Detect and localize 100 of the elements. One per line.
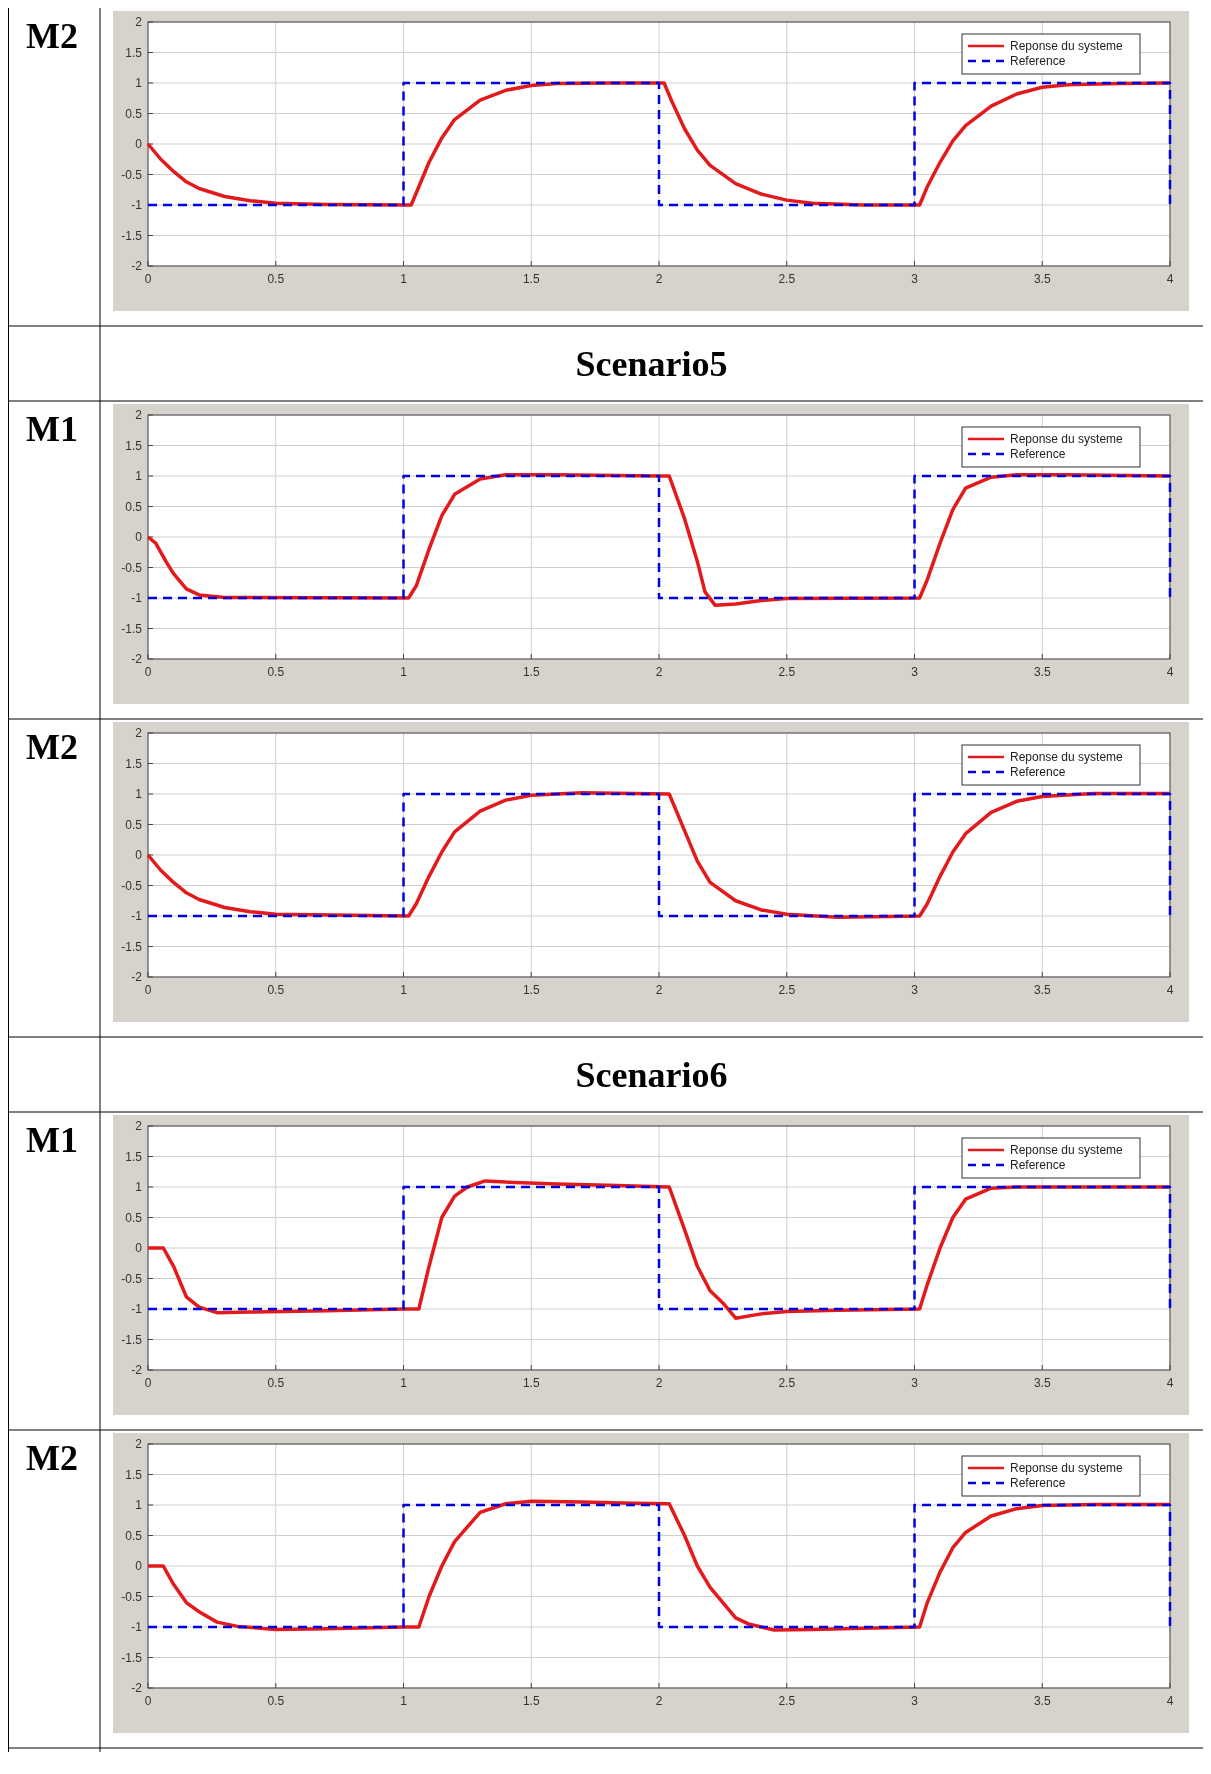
x-tick-label: 0: [144, 1376, 152, 1390]
y-tick-label: -0.5: [121, 878, 143, 893]
x-tick-label: 3: [911, 1694, 919, 1708]
legend-label: Reponse du systeme: [1010, 39, 1124, 53]
y-tick-label: -0.5: [121, 1589, 143, 1604]
y-tick-label: 2: [135, 726, 143, 740]
x-tick-label: 2.5: [778, 1694, 796, 1708]
x-tick-label: 1.5: [522, 1376, 540, 1390]
y-tick-label: 0: [135, 848, 143, 862]
x-tick-label: 1.5: [522, 272, 540, 286]
legend-label: Reponse du systeme: [1010, 1461, 1124, 1475]
y-tick-label: 2: [135, 408, 143, 422]
y-tick-label: -1.5: [121, 1332, 143, 1347]
x-tick-label: 0: [144, 665, 152, 679]
y-tick-label: -0.5: [121, 1271, 143, 1286]
x-tick-label: 3.5: [1033, 983, 1051, 997]
y-tick-label: 0.5: [125, 817, 143, 832]
y-tick-label: 1: [135, 76, 143, 90]
y-tick-label: 2: [135, 1119, 143, 1133]
x-tick-label: 2: [655, 1376, 663, 1390]
y-tick-label: -1: [131, 909, 143, 923]
y-tick-label: -1.5: [121, 621, 143, 636]
x-tick-label: 3.5: [1033, 272, 1051, 286]
x-tick-label: 0: [144, 272, 152, 286]
y-tick-label: -0.5: [121, 560, 143, 575]
x-tick-label: 0.5: [267, 983, 285, 997]
x-tick-label: 0.5: [267, 1694, 285, 1708]
x-tick-label: 1.5: [522, 983, 540, 997]
y-tick-label: 0.5: [125, 499, 143, 514]
x-tick-label: 1: [400, 983, 408, 997]
legend-label: Reference: [1010, 1158, 1066, 1172]
y-tick-label: -1.5: [121, 1650, 143, 1665]
x-tick-label: 2: [655, 1694, 663, 1708]
y-tick-label: -2: [131, 1681, 143, 1695]
x-tick-label: 0.5: [267, 665, 285, 679]
y-tick-label: 1.5: [125, 438, 143, 453]
y-tick-label: -1: [131, 1620, 143, 1634]
y-tick-label: 1: [135, 1180, 143, 1194]
y-tick-label: -1: [131, 1302, 143, 1316]
chart-title: M1: [26, 1120, 78, 1160]
legend-label: Reponse du systeme: [1010, 1143, 1124, 1157]
legend-label: Reponse du systeme: [1010, 750, 1124, 764]
y-tick-label: -2: [131, 652, 143, 666]
x-tick-label: 2.5: [778, 1376, 796, 1390]
y-tick-label: -1: [131, 198, 143, 212]
y-tick-label: -2: [131, 259, 143, 273]
x-tick-label: 4: [1166, 983, 1174, 997]
x-tick-label: 0.5: [267, 272, 285, 286]
x-tick-label: 4: [1166, 665, 1174, 679]
x-tick-label: 2: [655, 983, 663, 997]
chart-subtitle: Scenario6: [575, 1054, 728, 1095]
x-tick-label: 1.5: [522, 1694, 540, 1708]
x-tick-label: 2.5: [778, 983, 796, 997]
chart-title: M1: [26, 409, 78, 449]
x-tick-label: 3: [911, 1376, 919, 1390]
legend-label: Reference: [1010, 54, 1066, 68]
y-tick-label: -2: [131, 1363, 143, 1377]
x-tick-label: 4: [1166, 272, 1174, 286]
x-tick-label: 4: [1166, 1376, 1174, 1390]
x-tick-label: 2.5: [778, 665, 796, 679]
x-tick-label: 4: [1166, 1694, 1174, 1708]
y-tick-label: 1.5: [125, 1467, 143, 1482]
x-tick-label: 1: [400, 1694, 408, 1708]
legend-label: Reference: [1010, 765, 1066, 779]
x-tick-label: 0: [144, 1694, 152, 1708]
x-tick-label: 2: [655, 272, 663, 286]
x-tick-label: 3.5: [1033, 1376, 1051, 1390]
y-tick-label: -1.5: [121, 939, 143, 954]
y-tick-label: 0.5: [125, 1528, 143, 1543]
y-tick-label: 0.5: [125, 106, 143, 121]
legend-label: Reponse du systeme: [1010, 432, 1124, 446]
y-tick-label: 0: [135, 530, 143, 544]
y-tick-label: -1.5: [121, 228, 143, 243]
chart-title: M2: [26, 16, 78, 56]
x-tick-label: 2: [655, 665, 663, 679]
y-tick-label: 2: [135, 1437, 143, 1451]
y-tick-label: 0: [135, 137, 143, 151]
y-tick-label: 1: [135, 469, 143, 483]
y-tick-label: 1: [135, 1498, 143, 1512]
y-tick-label: 2: [135, 15, 143, 29]
y-tick-label: 0: [135, 1241, 143, 1255]
chart-title: M2: [26, 727, 78, 767]
x-tick-label: 1: [400, 1376, 408, 1390]
y-tick-label: 1.5: [125, 756, 143, 771]
x-tick-label: 3.5: [1033, 665, 1051, 679]
chart-subtitle: Scenario5: [575, 343, 728, 384]
y-tick-label: 0: [135, 1559, 143, 1573]
x-tick-label: 3: [911, 272, 919, 286]
x-tick-label: 1: [400, 665, 408, 679]
chart-title: M2: [26, 1438, 78, 1478]
legend-label: Reference: [1010, 447, 1066, 461]
x-tick-label: 3: [911, 665, 919, 679]
y-tick-label: -0.5: [121, 167, 143, 182]
y-tick-label: 1: [135, 787, 143, 801]
y-tick-label: 0.5: [125, 1210, 143, 1225]
legend-label: Reference: [1010, 1476, 1066, 1490]
x-tick-label: 3.5: [1033, 1694, 1051, 1708]
x-tick-label: 1: [400, 272, 408, 286]
y-tick-label: -1: [131, 591, 143, 605]
x-tick-label: 0: [144, 983, 152, 997]
